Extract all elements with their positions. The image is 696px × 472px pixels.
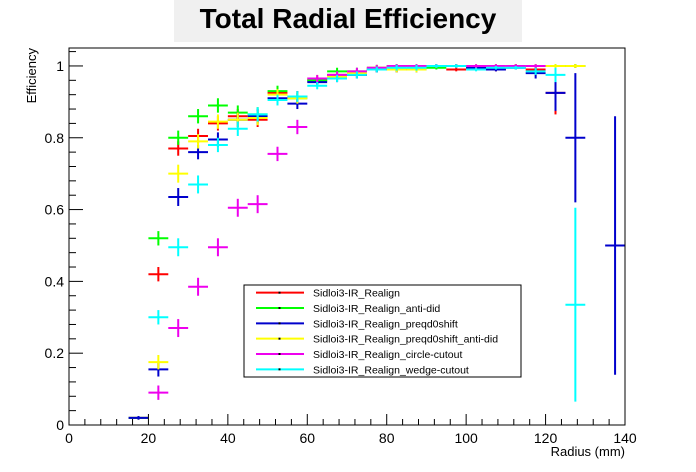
legend-marker [278, 322, 281, 325]
data-point [128, 416, 149, 420]
legend-label: Sidloi3-IR_Realign_wedge-cutout [313, 364, 469, 376]
legend-entry: Sidloi3-IR_Realign_anti-did [256, 303, 440, 315]
data-point [208, 114, 228, 129]
y-tick-label: 0 [56, 417, 64, 433]
data-point [188, 175, 208, 194]
data-point [247, 107, 268, 122]
data-point [466, 67, 486, 72]
data-point [545, 67, 566, 83]
data-point [327, 74, 347, 83]
data-point [148, 267, 169, 282]
data-point [565, 73, 586, 203]
chart-title: Total Radial Efficiency [199, 3, 497, 34]
data-point [208, 137, 228, 153]
series-5 [148, 64, 586, 402]
data-point [148, 354, 169, 370]
legend-label: Sidloi3-IR_Realign_preqd0shift_anti-did [313, 334, 498, 346]
legend-label: Sidloi3-IR_Realign_anti-did [313, 303, 440, 315]
y-tick-label: 0.8 [45, 130, 65, 146]
data-point [545, 64, 566, 68]
data-point [466, 64, 486, 68]
data-point [168, 130, 189, 145]
legend-entry: Sidloi3-IR_Realign [256, 288, 400, 300]
data-point [505, 65, 526, 70]
data-point [366, 66, 387, 73]
data-point [168, 319, 189, 338]
data-point [605, 116, 625, 375]
x-tick-label: 80 [379, 430, 395, 446]
y-tick-label: 0.6 [45, 202, 65, 218]
data-point [287, 119, 308, 135]
data-point [565, 64, 586, 68]
legend-marker [278, 291, 281, 294]
data-point [247, 195, 268, 214]
y-tick-label: 1 [56, 58, 64, 74]
data-point [307, 74, 328, 83]
y-tick-label: 0.2 [45, 345, 65, 361]
data-point [426, 64, 447, 68]
x-tick-label: 40 [220, 430, 236, 446]
legend-box [243, 284, 522, 378]
legend-label: Sidloi3-IR_Realign_circle-cutout [313, 349, 462, 361]
data-point [406, 64, 427, 71]
legend-entry: Sidloi3-IR_Realign_preqd0shift_anti-did [256, 334, 498, 346]
data-point [208, 238, 228, 257]
data-point [188, 109, 208, 124]
title-box: Total Radial Efficiency [174, 0, 522, 42]
data-point [525, 64, 546, 68]
y-axis-title: Efficiency [24, 48, 39, 104]
data-point [188, 277, 208, 296]
data-point [168, 164, 189, 183]
x-tick-label: 140 [613, 430, 637, 446]
x-tick-label: 60 [299, 430, 315, 446]
legend-entries: Sidloi3-IR_Realign Sidloi3-IR_Realign_ant… [256, 288, 498, 376]
legend-label: Sidloi3-IR_Realign [313, 288, 400, 300]
series-layer [128, 64, 625, 420]
data-point [347, 71, 367, 79]
data-point [148, 310, 169, 325]
data-point [267, 94, 288, 106]
data-point [168, 238, 189, 257]
legend: Sidloi3-IR_Realign Sidloi3-IR_Realign_ant… [243, 284, 522, 378]
x-tick-label: 20 [141, 430, 157, 446]
legend-marker [278, 368, 281, 371]
data-point [525, 67, 546, 75]
axes-layer: 0 20 40 60 80 100 120 140 0 0.2 0.4 0.6 0.8 1 [45, 51, 637, 446]
data-point [227, 121, 248, 136]
x-tick-label: 0 [65, 430, 73, 446]
legend-marker [278, 307, 281, 309]
data-point [446, 67, 467, 72]
data-point [148, 231, 169, 246]
data-point [386, 64, 407, 71]
y-tick-label: 0.4 [45, 273, 65, 289]
data-point [208, 98, 228, 113]
x-axis-title: Radius (mm) [551, 444, 625, 459]
legend-marker [278, 337, 281, 340]
legend-entry: Sidloi3-IR_Realign_wedge-cutout [256, 364, 469, 376]
data-point [486, 65, 506, 70]
x-tick-label: 120 [534, 430, 558, 446]
data-point [307, 82, 328, 90]
legend-marker [278, 353, 281, 355]
data-point [287, 91, 308, 102]
data-point [565, 207, 586, 402]
data-point [148, 385, 169, 400]
legend-entry: Sidloi3-IR_Realign_circle-cutout [256, 349, 462, 361]
plot-frame [68, 47, 626, 426]
data-point [267, 146, 288, 162]
data-point [188, 134, 208, 149]
data-point [168, 188, 189, 206]
data-point [446, 64, 467, 68]
legend-label: Sidloi3-IR_Realign_preqd0shift [313, 318, 458, 330]
x-tick-label: 100 [454, 430, 478, 446]
legend-entry: Sidloi3-IR_Realign_preqd0shift [256, 318, 458, 330]
data-point [227, 198, 248, 217]
